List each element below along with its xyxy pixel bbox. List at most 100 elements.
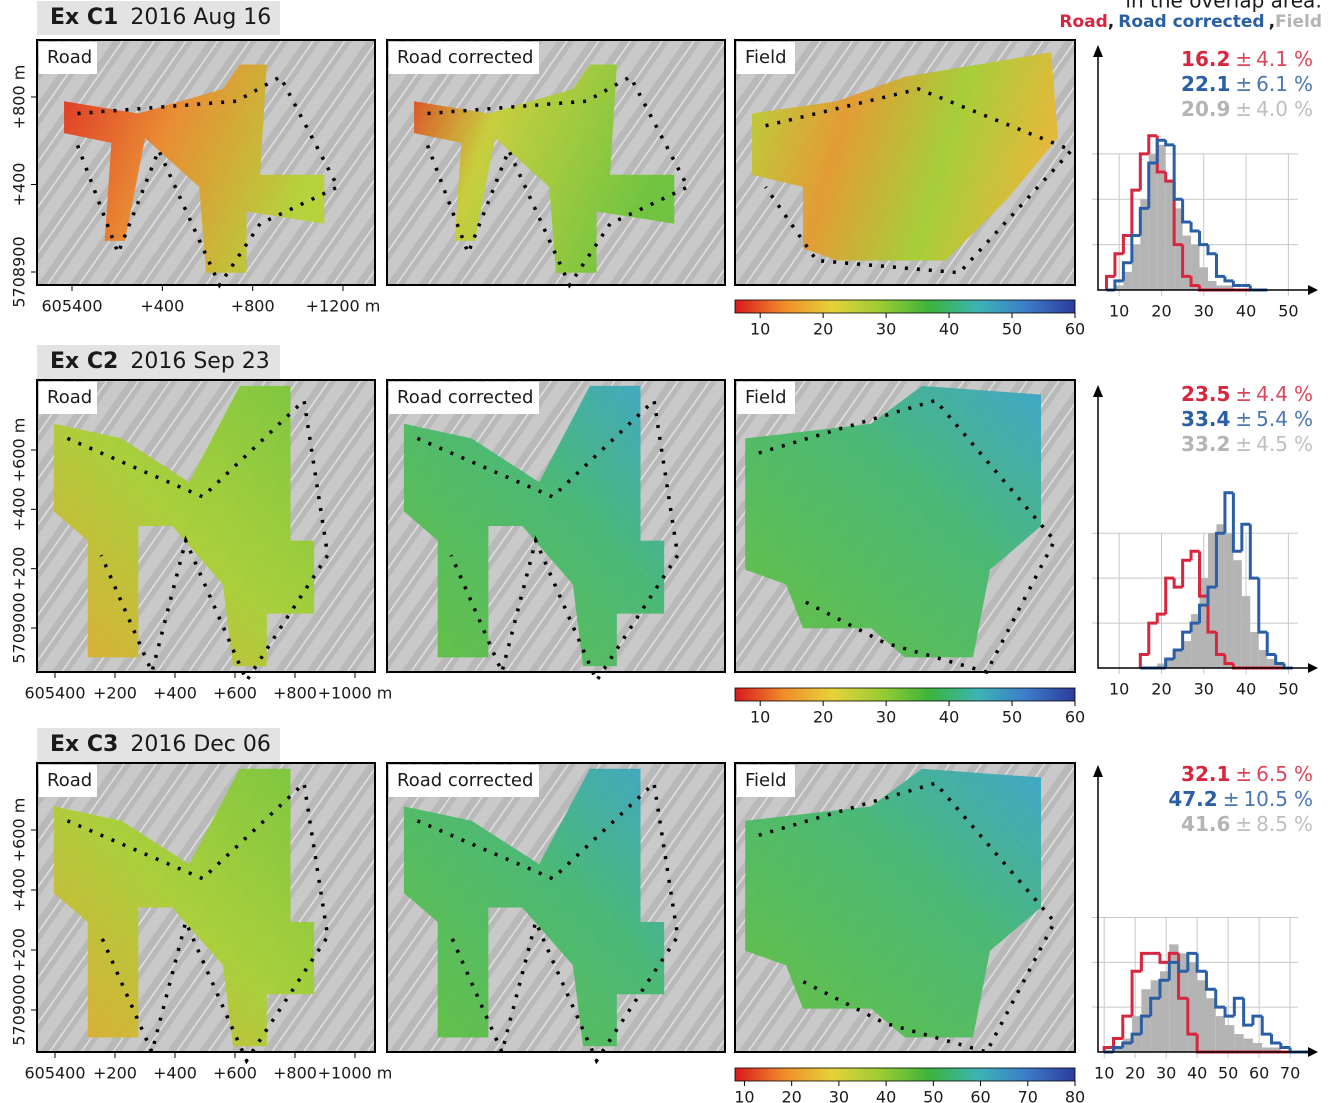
map-x-label: 605400 — [41, 297, 102, 316]
hist-bar — [1243, 1038, 1253, 1052]
hist-bar — [1187, 962, 1198, 1052]
stat: 32.1 ±6.5% — [1181, 762, 1313, 786]
hist-step — [1130, 234, 1141, 263]
hist-step — [1121, 234, 1132, 254]
hist-step — [1214, 531, 1225, 588]
hist-bar — [1150, 980, 1160, 1052]
hist-step — [1121, 1014, 1133, 1039]
map-y-label: +200 — [10, 928, 29, 972]
hist-bar — [1250, 632, 1259, 668]
map-x-label: +800 — [273, 1064, 317, 1083]
map-overlay — [53, 385, 315, 667]
hist-step — [1158, 978, 1170, 999]
hist-step — [1189, 276, 1200, 287]
stat-pm: ± — [1235, 432, 1252, 456]
hist-step — [1149, 996, 1160, 1017]
map-x-label: +400 — [140, 297, 184, 316]
map-x-label: +600 — [213, 1064, 257, 1083]
hist-step — [1189, 621, 1200, 633]
hist-step — [1167, 951, 1179, 963]
panel-header-bg — [37, 728, 280, 762]
map-y-label: +600 m — [10, 798, 29, 863]
hist-step — [1186, 951, 1198, 972]
map-title-bg — [39, 382, 97, 414]
hist-step — [1155, 612, 1166, 624]
colorbar-label: 60 — [970, 1088, 990, 1103]
colorbar — [734, 1067, 1076, 1082]
hist-bar — [1208, 280, 1217, 290]
hist-x-label: 30 — [1194, 680, 1214, 699]
map-title: Road — [47, 47, 92, 68]
hist-step — [1198, 551, 1208, 598]
colorbar-label: 20 — [781, 1088, 801, 1103]
hist-step — [1138, 206, 1149, 236]
hist-bar — [1182, 641, 1192, 668]
hist-step — [1248, 524, 1259, 580]
map-frame — [734, 379, 1076, 673]
hist-x-label: 40 — [1187, 1064, 1207, 1083]
stat-pm: ± — [1235, 72, 1252, 96]
colorbar-label: 50 — [1002, 708, 1022, 727]
hist-bar — [1199, 578, 1208, 668]
map-frame — [386, 39, 726, 286]
hist-step — [1206, 585, 1217, 606]
hist-bar — [1216, 524, 1225, 668]
hist-step — [1164, 657, 1175, 668]
legend-caption: in the overlap area: — [1125, 0, 1322, 13]
legend: Road, Road corrected ,Field — [1059, 12, 1322, 32]
stat-unit: % — [1294, 47, 1313, 71]
sample-points — [416, 779, 680, 1065]
hist-x-label: 50 — [1218, 1064, 1238, 1083]
sample-points — [66, 396, 330, 685]
colorbar-label: 20 — [813, 320, 833, 339]
hist-bar — [1182, 235, 1192, 290]
hist-step — [1164, 140, 1175, 147]
hist-step — [1113, 252, 1124, 277]
colorbar-label: 30 — [876, 708, 896, 727]
hist-bar — [1224, 285, 1234, 290]
legend-separator: , — [1108, 12, 1114, 32]
hist-step — [1265, 632, 1276, 657]
map-frame — [36, 379, 376, 673]
map-y-label: 5709000 — [10, 592, 29, 663]
hist-bar — [1174, 208, 1183, 290]
hist-x-label: 20 — [1125, 1064, 1145, 1083]
hist-step — [1198, 231, 1208, 247]
colorbar-label: 40 — [939, 320, 959, 339]
hist-bar — [1241, 596, 1251, 668]
map-overlay — [414, 64, 675, 273]
hist-bar — [1262, 1047, 1272, 1052]
stat-mean: 41.6 — [1181, 812, 1230, 836]
hist-bar — [1271, 1047, 1281, 1052]
map-x-label: +400 — [153, 1064, 197, 1083]
stat-unit: % — [1294, 762, 1313, 786]
colorbar-label: 70 — [1018, 1088, 1038, 1103]
map-title: Road corrected — [397, 47, 533, 68]
map-y-label: +400 — [10, 163, 29, 207]
hist-step — [1172, 181, 1183, 247]
map-title: Field — [745, 387, 787, 408]
hist-bar — [1275, 663, 1285, 668]
panel-header: Ex C1 2016 Aug 16 — [50, 5, 271, 30]
panel-header-bg — [37, 345, 280, 379]
stat-mean: 20.9 — [1181, 97, 1230, 121]
map-overlay — [403, 385, 665, 667]
stat-sd: 4.4 — [1256, 382, 1288, 406]
map-frame — [386, 379, 726, 673]
map-overlay — [745, 385, 1041, 658]
sample-points — [758, 398, 1057, 675]
colorbar-label: 60 — [1065, 708, 1085, 727]
hist-bar — [1113, 1047, 1123, 1052]
stat: 47.2 ±10.5% — [1168, 787, 1313, 811]
map-title: Field — [745, 770, 787, 791]
stat-sd: 8.5 — [1256, 812, 1288, 836]
panel-header: Ex C2 2016 Sep 23 — [50, 349, 270, 374]
hist-step — [1257, 578, 1268, 634]
hist-step — [1130, 969, 1142, 1017]
stat-unit: % — [1294, 72, 1313, 96]
hist-x-label: 60 — [1249, 1064, 1269, 1083]
map-frame — [386, 762, 726, 1053]
hist-x-label: 50 — [1278, 302, 1298, 321]
stat-pm: ± — [1223, 787, 1240, 811]
